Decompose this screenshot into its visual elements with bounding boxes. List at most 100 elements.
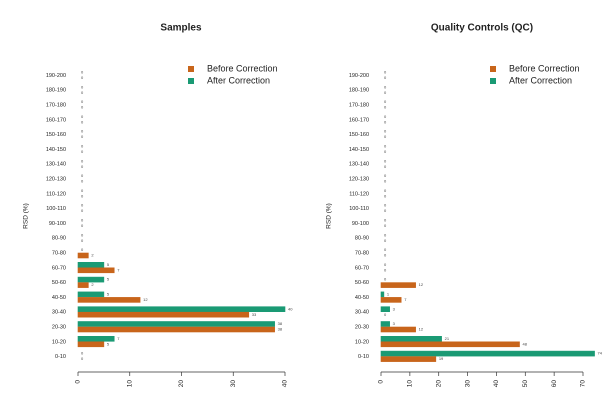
data-label: 0 <box>81 119 84 124</box>
data-label: 0 <box>384 238 387 243</box>
y-tick-label: 100-110 <box>46 206 66 212</box>
y-tick-label: 40-50 <box>52 295 66 301</box>
y-tick-label: 130-140 <box>46 162 66 168</box>
x-tick-label: 70 <box>580 380 587 388</box>
y-tick-label: 90-100 <box>49 221 66 227</box>
y-tick-label: 70-80 <box>355 250 369 256</box>
y-tick-label: 20-30 <box>52 324 66 330</box>
bar <box>77 252 89 259</box>
bar <box>380 335 442 342</box>
legend-label: After Correction <box>509 75 572 85</box>
data-label: 0 <box>384 134 387 139</box>
data-label: 0 <box>384 173 387 178</box>
data-label: 7 <box>404 297 407 302</box>
legend-label: Before Correction <box>509 63 580 73</box>
y-tick-label: 150-160 <box>349 132 369 138</box>
y-tick-label: 70-80 <box>52 250 66 256</box>
data-label: 0 <box>384 253 387 258</box>
y-tick-label: 190-200 <box>46 73 66 79</box>
y-tick-label: 110-120 <box>349 191 369 197</box>
data-label: 38 <box>278 327 283 332</box>
data-label: 0 <box>384 158 387 163</box>
bar <box>77 282 89 288</box>
y-tick-label: 10-20 <box>355 339 369 345</box>
legend-swatch <box>188 78 194 84</box>
x-tick-label: 20 <box>435 380 442 388</box>
data-label: 0 <box>81 238 84 243</box>
bar <box>380 326 416 333</box>
data-label: 0 <box>384 262 387 267</box>
chart-title: Quality Controls (QC) <box>431 23 533 34</box>
bar <box>77 341 105 348</box>
data-label: 0 <box>384 203 387 208</box>
data-label: 0 <box>384 247 387 252</box>
y-axis-label: RSD (%) <box>326 203 333 229</box>
data-label: 0 <box>81 193 84 198</box>
y-tick-label: 170-180 <box>46 102 66 108</box>
data-label: 2 <box>91 253 94 258</box>
data-label: 0 <box>81 203 84 208</box>
data-label: 38 <box>278 321 283 326</box>
data-label: 0 <box>81 105 84 110</box>
data-label: 0 <box>384 193 387 198</box>
data-label: 0 <box>384 105 387 110</box>
y-tick-label: 110-120 <box>46 191 66 197</box>
y-tick-label: 130-140 <box>349 162 369 168</box>
x-tick-label: 10 <box>126 380 133 388</box>
data-label: 0 <box>384 69 387 74</box>
data-label: 0 <box>384 84 387 89</box>
y-axis-label: RSD (%) <box>23 203 30 229</box>
y-tick-label: 50-60 <box>355 280 369 286</box>
legend-label: Before Correction <box>207 63 278 73</box>
y-tick-label: 100-110 <box>349 206 369 212</box>
bar <box>77 267 115 274</box>
data-label: 0 <box>384 164 387 169</box>
data-label: 0 <box>81 84 84 89</box>
chart-title: Samples <box>160 23 202 34</box>
x-tick-label: 20 <box>178 380 185 388</box>
bar <box>380 341 520 348</box>
data-label: 12 <box>419 327 424 332</box>
data-label: 0 <box>81 179 84 184</box>
bar <box>77 326 275 333</box>
x-tick-label: 60 <box>551 380 558 388</box>
x-tick-label: 40 <box>493 380 500 388</box>
data-label: 0 <box>81 90 84 95</box>
data-label: 0 <box>81 143 84 148</box>
bar <box>77 311 250 318</box>
y-tick-label: 10-20 <box>52 339 66 345</box>
data-label: 0 <box>384 277 387 282</box>
data-label: 0 <box>81 134 84 139</box>
data-label: 0 <box>384 312 387 317</box>
data-label: 5 <box>107 262 110 267</box>
bar <box>380 297 402 303</box>
data-label: 0 <box>81 69 84 74</box>
data-label: 0 <box>81 158 84 163</box>
data-label: 0 <box>81 223 84 228</box>
data-label: 2 <box>91 282 94 287</box>
bar <box>380 306 390 313</box>
bar <box>380 291 385 298</box>
data-label: 0 <box>384 119 387 124</box>
y-tick-label: 80-90 <box>52 236 66 242</box>
data-label: 0 <box>81 351 84 356</box>
y-tick-label: 180-190 <box>46 88 66 94</box>
y-tick-label: 60-70 <box>52 265 66 271</box>
data-label: 0 <box>384 232 387 237</box>
data-label: 0 <box>384 208 387 213</box>
y-tick-label: 120-130 <box>349 176 369 182</box>
y-tick-label: 160-170 <box>46 117 66 123</box>
data-label: 48 <box>523 341 528 346</box>
y-tick-label: 180-190 <box>349 88 369 94</box>
data-label: 0 <box>81 99 84 104</box>
bar <box>77 321 275 327</box>
data-label: 0 <box>384 143 387 148</box>
x-tick-label: 50 <box>522 380 529 388</box>
y-tick-label: 0-10 <box>55 354 66 360</box>
data-label: 33 <box>252 312 257 317</box>
legend-swatch <box>490 78 496 84</box>
data-label: 0 <box>384 149 387 154</box>
x-tick-label: 10 <box>407 380 414 388</box>
data-label: 0 <box>81 217 84 222</box>
